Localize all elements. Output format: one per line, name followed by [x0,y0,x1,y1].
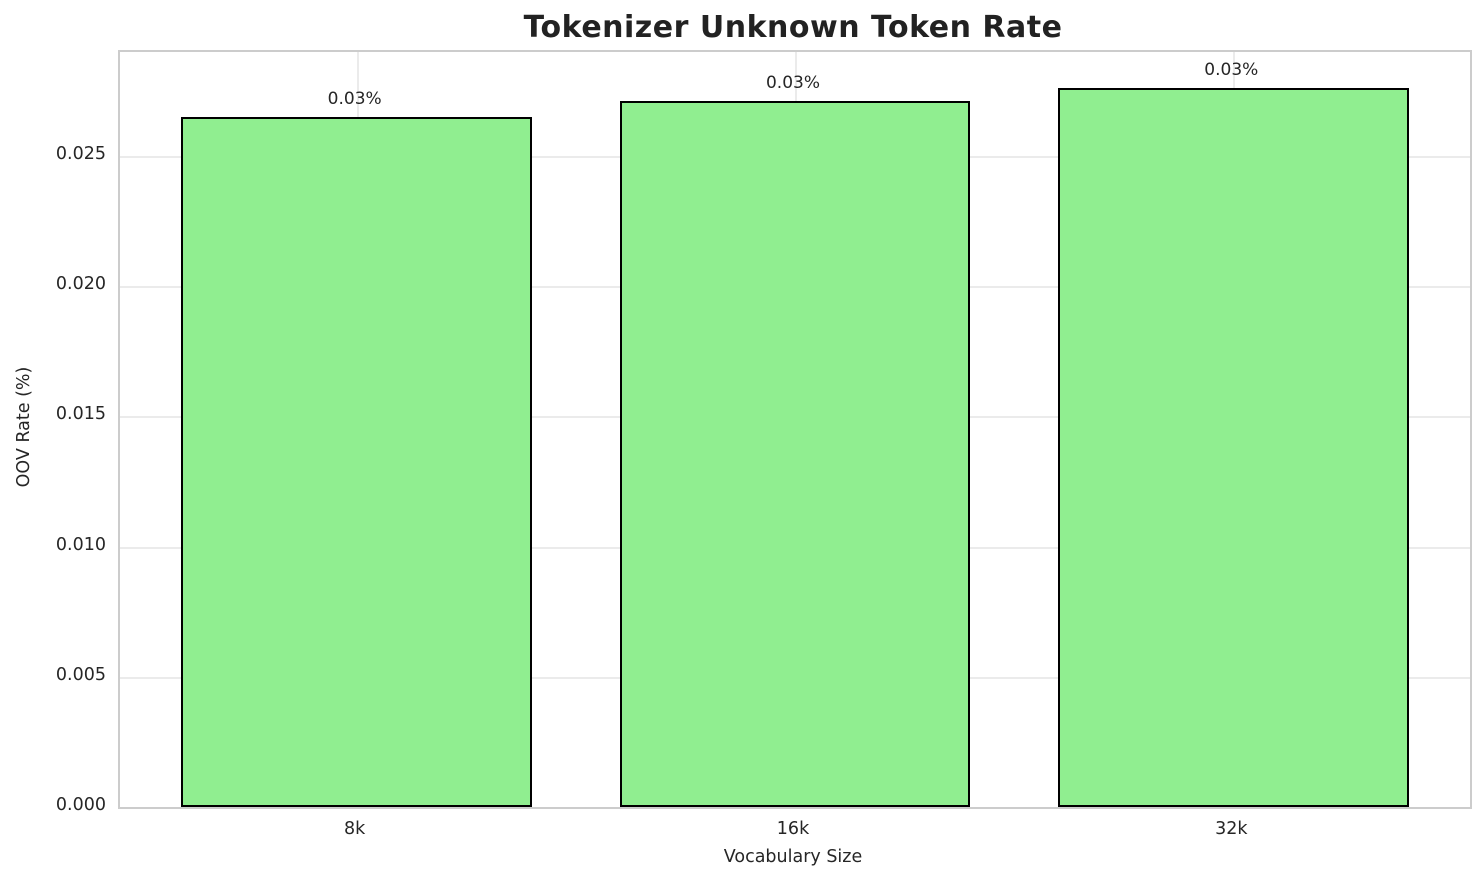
x-axis-label: Vocabulary Size [723,847,863,867]
y-tick-label: 0.025 [55,144,106,165]
x-tick-label: 8k [344,819,366,839]
y-tick-label: 0.015 [55,404,106,425]
bar-value-label: 0.03% [765,73,821,94]
y-tick-label: 0.020 [55,274,106,295]
bar-32k [1057,88,1409,807]
chart-title: Tokenizer Unknown Token Rate [523,10,1063,45]
y-tick-label: 0.010 [55,534,106,555]
y-tick-label: 0.005 [55,664,106,685]
x-tick-label: 32k [1215,819,1248,839]
y-axis-label: OOV Rate (%) [14,366,34,488]
bar-16k [619,101,971,807]
bar-value-label: 0.03% [327,89,382,110]
y-tick-label: 0.000 [55,795,106,815]
bar-value-label: 0.03% [1204,60,1259,81]
bar-8k [181,117,532,807]
plot-area [118,50,1472,809]
x-tick-label: 16k [776,819,810,839]
